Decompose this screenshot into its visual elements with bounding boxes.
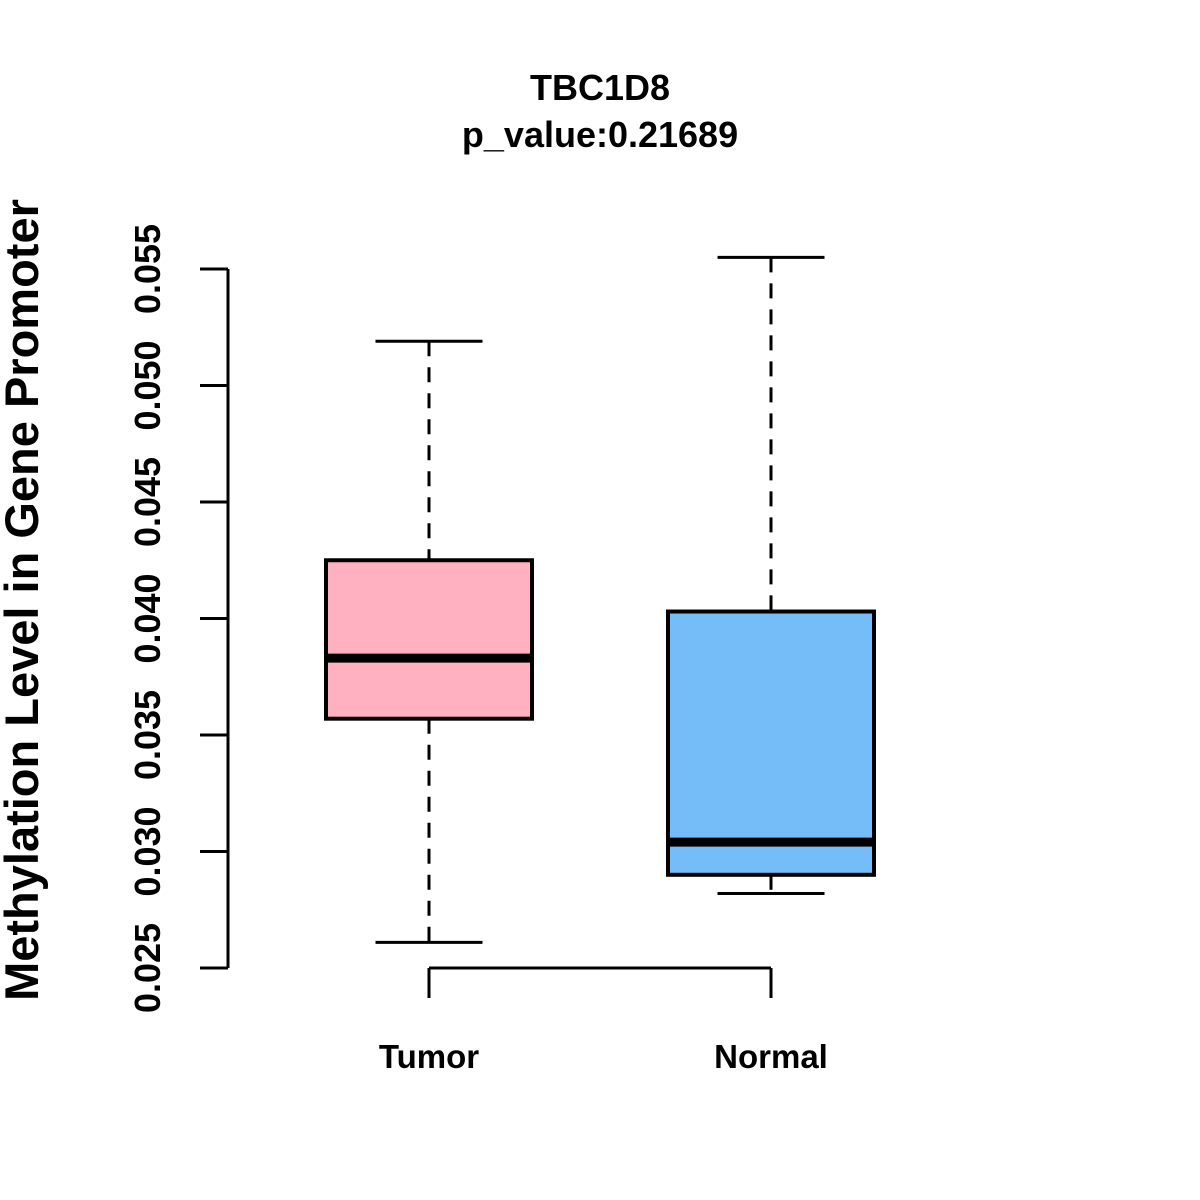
x-tick-label-normal: Normal [714,1038,828,1075]
y-axis-title: Methylation Level in Gene Promoter [0,199,48,1001]
normal-box [666,609,876,877]
tumor-box [324,558,534,721]
boxplot-layer [324,255,876,944]
y-tick-label: 0.040 [127,573,168,663]
axes-layer: 0.025 0.030 0.035 0.040 0.045 0.050 0.055 [127,224,773,1013]
y-tick-label: 0.035 [127,690,168,780]
y-tick-label: 0.045 [127,457,168,547]
y-tick-label: 0.030 [127,806,168,896]
y-tick-label: 0.055 [127,224,168,314]
y-tick-label: 0.050 [127,340,168,430]
y-tick-label: 0.025 [127,923,168,1013]
chart-title: TBC1D8 [530,67,670,108]
x-tick-label-tumor: Tumor [379,1038,479,1075]
chart-subtitle: p_value:0.21689 [462,114,738,155]
